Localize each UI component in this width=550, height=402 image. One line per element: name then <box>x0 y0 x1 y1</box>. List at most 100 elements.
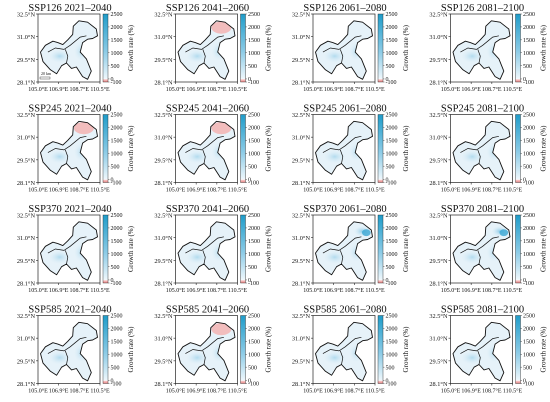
y-tick-label: 29.5°N <box>292 157 311 164</box>
x-tick-label: 106.9°E <box>324 86 344 93</box>
colorbar-tick-label: 1000 <box>248 51 260 57</box>
colorbar-tick-label: 500 <box>386 365 395 371</box>
subregion-boundary <box>64 49 69 64</box>
subregion-boundary <box>322 236 362 254</box>
colorbar-tick-label: 1500 <box>248 340 260 346</box>
colorbar-tick-label: 2000 <box>523 25 535 31</box>
subregion-boundary <box>460 135 499 153</box>
y-tick-label: 31.0°N <box>429 135 448 142</box>
x-tick-label: 110.5°E <box>228 86 248 93</box>
colorbar-tick-label: 500 <box>386 265 395 271</box>
colorbar-label: Growth rate (%) <box>402 225 410 272</box>
colorbar <box>377 114 384 183</box>
x-tick-label: 108.7°E <box>207 187 227 194</box>
negative-growth-area <box>211 322 232 336</box>
colorbar-tick-label: 0 <box>248 379 251 385</box>
y-tick-label: 32.5°N <box>292 12 311 19</box>
subregion-boundary <box>64 250 69 265</box>
x-tick-label: 105.0°E <box>303 187 323 194</box>
region-outline <box>177 321 236 382</box>
colorbar-tick-label: 2500 <box>248 213 260 219</box>
colorbar-tick-label: 2000 <box>111 126 123 132</box>
subregion-boundary <box>322 35 362 53</box>
colorbar-tick-label: 500 <box>523 164 532 170</box>
y-tick-label: 32.5°N <box>17 112 36 119</box>
high-growth-core <box>499 229 509 237</box>
x-tick-label: 106.9°E <box>49 86 69 93</box>
colorbar-tick-label: 1500 <box>111 38 123 44</box>
x-tick-label: 110.5°E <box>90 388 110 395</box>
colorbar-tick-label: 2000 <box>248 327 260 333</box>
colorbar-tick-label: 1500 <box>111 340 123 346</box>
colorbar-tick-label: 1500 <box>523 139 535 145</box>
colorbar-tick-label: 0 <box>111 77 114 83</box>
colorbar-tick-label: 1000 <box>523 352 535 358</box>
x-tick-label: 108.7°E <box>345 287 365 294</box>
region-outline <box>177 221 236 281</box>
colorbar-label: Growth rate (%) <box>265 326 273 373</box>
x-tick-label: 105.0°E <box>28 86 48 93</box>
y-tick-label: 31.0°N <box>429 34 448 41</box>
colorbar-tick-label: -100 <box>386 382 397 388</box>
x-tick-label: 105.0°E <box>28 287 48 294</box>
y-tick-label: 29.5°N <box>292 57 311 64</box>
colorbar-tick-label: 500 <box>111 164 120 170</box>
colorbar-tick-label: -100 <box>111 80 122 86</box>
panel-title: SSP245 2081–2100 <box>441 104 524 115</box>
y-tick-label: 31.0°N <box>292 235 311 242</box>
x-tick-label: 108.7°E <box>70 187 90 194</box>
colorbar-tick-label: 0 <box>523 278 526 284</box>
x-tick-label: 106.9°E <box>49 187 69 194</box>
y-tick-label: 28.1°N <box>17 281 36 288</box>
colorbar-tick-label: -100 <box>386 281 397 287</box>
y-tick-label: 31.0°N <box>17 34 36 41</box>
x-tick-label: 108.7°E <box>482 287 502 294</box>
colorbar-tick-label: 1500 <box>523 38 535 44</box>
y-tick-label: 32.5°N <box>429 112 448 119</box>
panel-title: SSP245 2061–2080 <box>303 104 386 115</box>
subregion-boundary <box>477 350 481 365</box>
colorbar-tick-label: -100 <box>248 382 259 388</box>
colorbar-tick-label: 1000 <box>386 352 398 358</box>
colorbar-tick-label: -100 <box>248 181 259 187</box>
x-tick-label: 105.0°E <box>166 287 186 294</box>
y-tick-label: 32.5°N <box>154 112 173 119</box>
colorbar-tick-label: 1000 <box>248 352 260 358</box>
colorbar <box>515 315 521 384</box>
x-tick-label: 106.9°E <box>461 287 481 294</box>
colorbar-tick-label: 0 <box>111 178 114 184</box>
y-tick-label: 32.5°N <box>17 213 36 220</box>
colorbar-label: Growth rate (%) <box>540 125 548 172</box>
colorbar-label: Growth rate (%) <box>402 326 410 373</box>
y-tick-label: 32.5°N <box>429 12 448 19</box>
region-outline <box>452 20 511 80</box>
colorbar <box>102 114 109 183</box>
colorbar-tick-label: 2000 <box>248 25 260 31</box>
region-outline <box>177 120 236 181</box>
x-tick-label: 105.0°E <box>441 287 461 294</box>
colorbar-tick-label: 1500 <box>386 340 398 346</box>
low-growth-blob <box>186 149 209 164</box>
x-tick-label: 110.5°E <box>503 287 523 294</box>
x-tick-label: 105.0°E <box>441 187 461 194</box>
y-tick-label: 28.1°N <box>154 180 173 187</box>
low-growth-blob <box>323 49 346 63</box>
x-tick-label: 108.7°E <box>207 388 227 395</box>
panel-title: SSP585 2041–2060 <box>166 305 249 316</box>
colorbar-tick-label: 500 <box>248 164 257 170</box>
y-tick-label: 31.0°N <box>292 135 311 142</box>
colorbar-label: Growth rate (%) <box>127 326 135 373</box>
x-tick-label: 105.0°E <box>28 187 48 194</box>
colorbar-label: Growth rate (%) <box>127 125 135 172</box>
x-tick-label: 108.7°E <box>482 388 502 395</box>
x-tick-label: 108.7°E <box>345 86 365 93</box>
